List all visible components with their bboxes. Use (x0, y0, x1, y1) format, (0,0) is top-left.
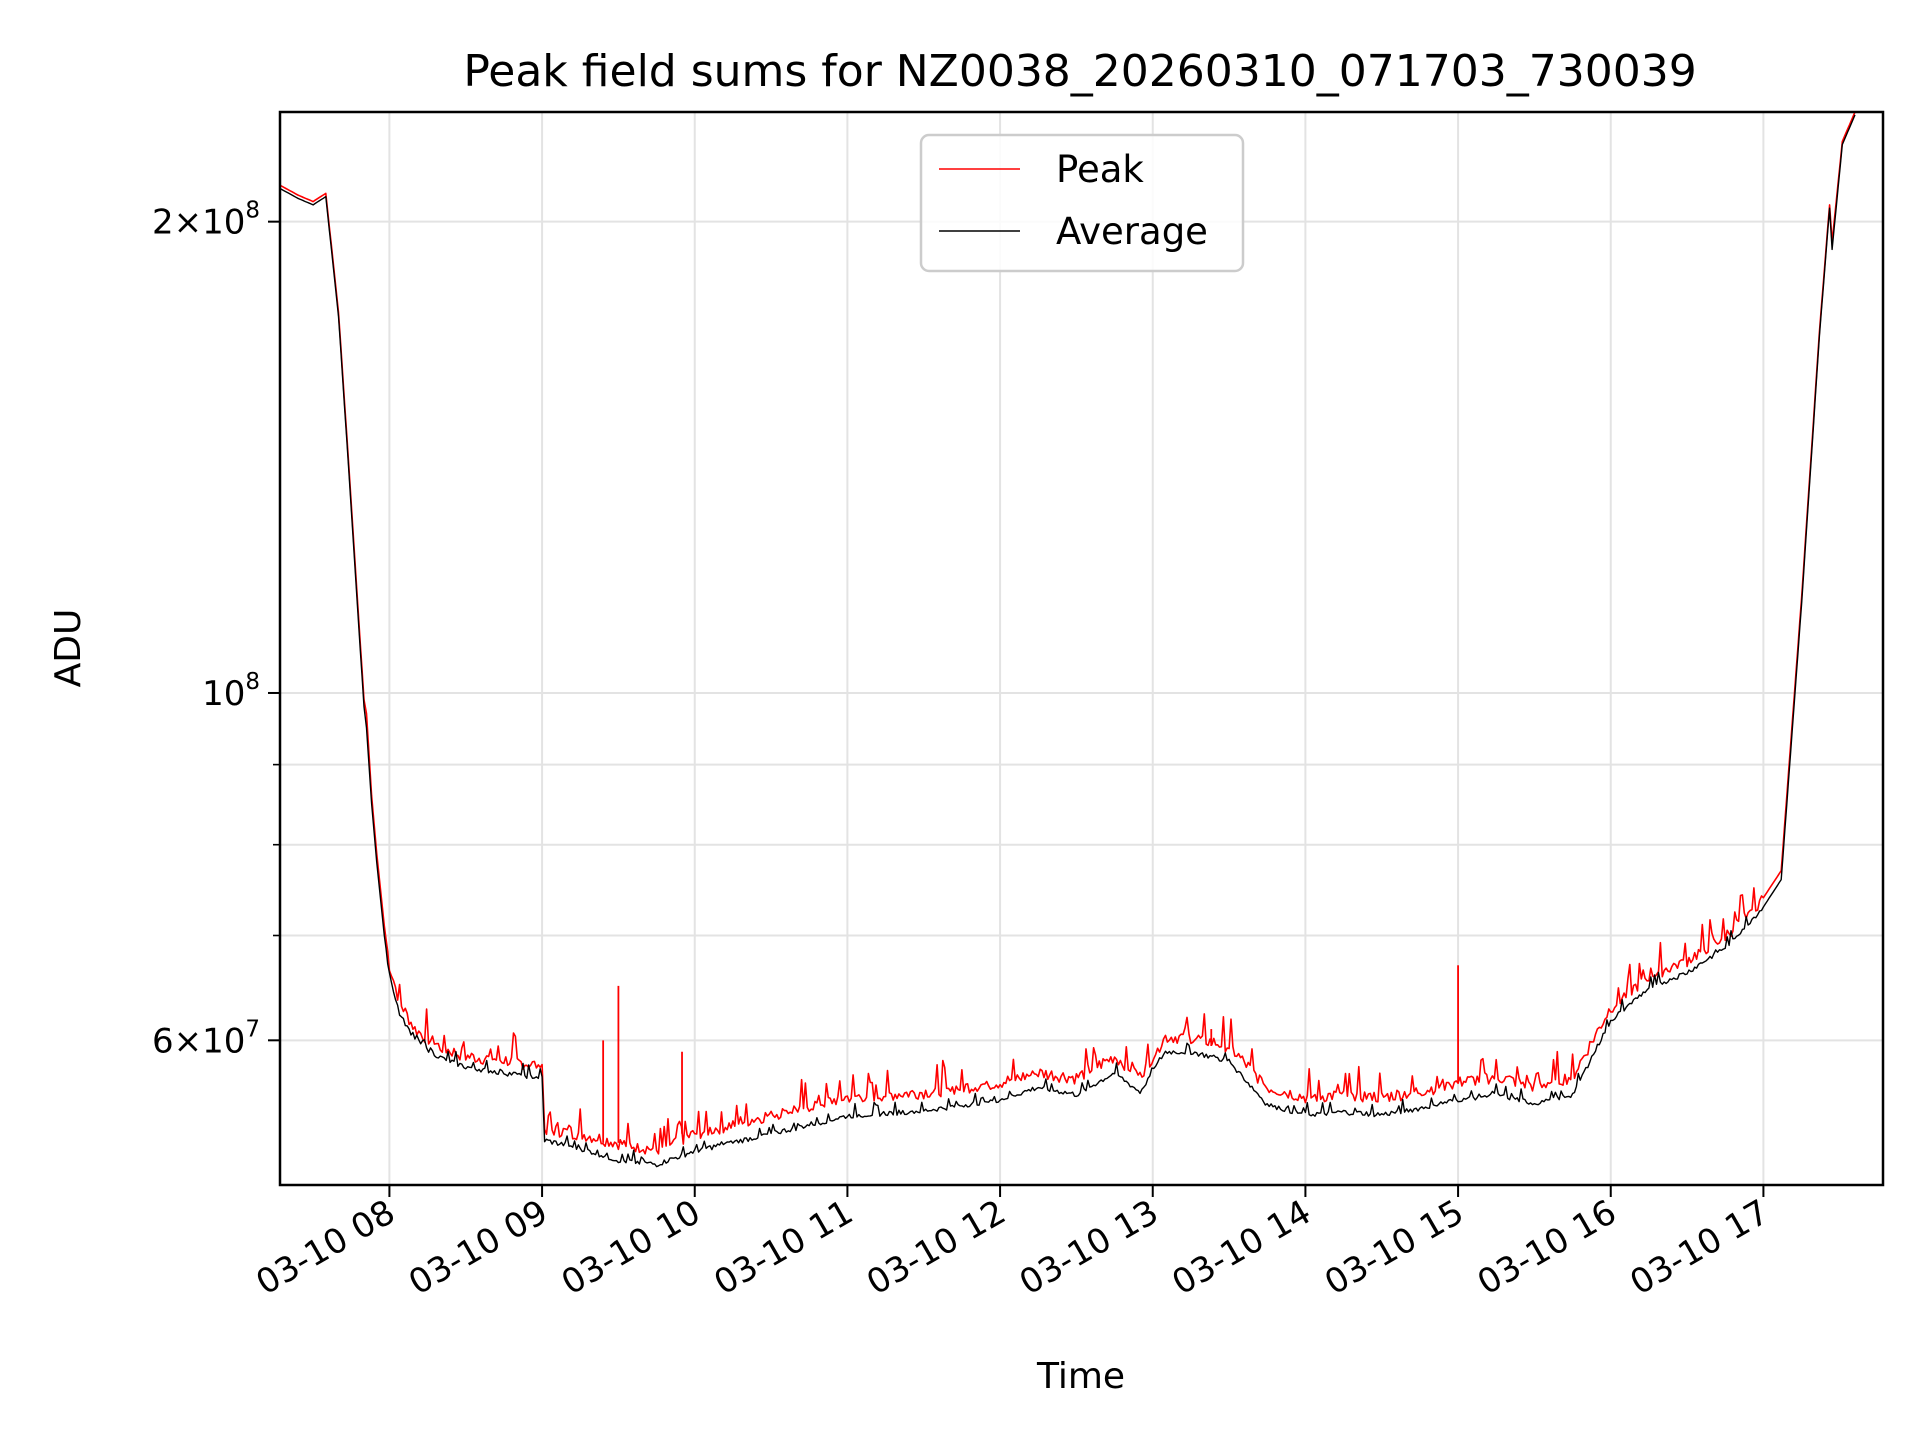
y-tick-times-sign: × (174, 203, 203, 243)
y-tick-label: 2×108 (152, 198, 260, 243)
series-average-line (280, 114, 1856, 1168)
y-tick-exponent: 8 (245, 198, 260, 224)
y-tick-label: 108 (202, 669, 260, 714)
y-tick-base: 10 (202, 1021, 245, 1061)
y-tick-exponent: 7 (245, 1016, 260, 1042)
legend-average-label: Average (1056, 210, 1208, 253)
y-tick-exponent: 8 (245, 669, 260, 695)
legend: Peak Average (919, 133, 1245, 273)
y-tick-mantissa: 2 (152, 203, 174, 243)
y-tick-label: 6×107 (152, 1016, 260, 1061)
y-tick-mantissa: 6 (152, 1021, 174, 1061)
y-tick-times-sign: × (174, 1021, 203, 1061)
plot-area-frame (278, 110, 1885, 1187)
y-axis-label: ADU (48, 609, 89, 688)
legend-peak-label: Peak (1056, 148, 1144, 191)
chart-title: Peak field sums for NZ0038_20260310_0717… (463, 46, 1696, 97)
y-tick-base: 10 (202, 674, 245, 714)
y-tick-base: 10 (202, 203, 245, 243)
x-axis-label: Time (1036, 1356, 1125, 1397)
